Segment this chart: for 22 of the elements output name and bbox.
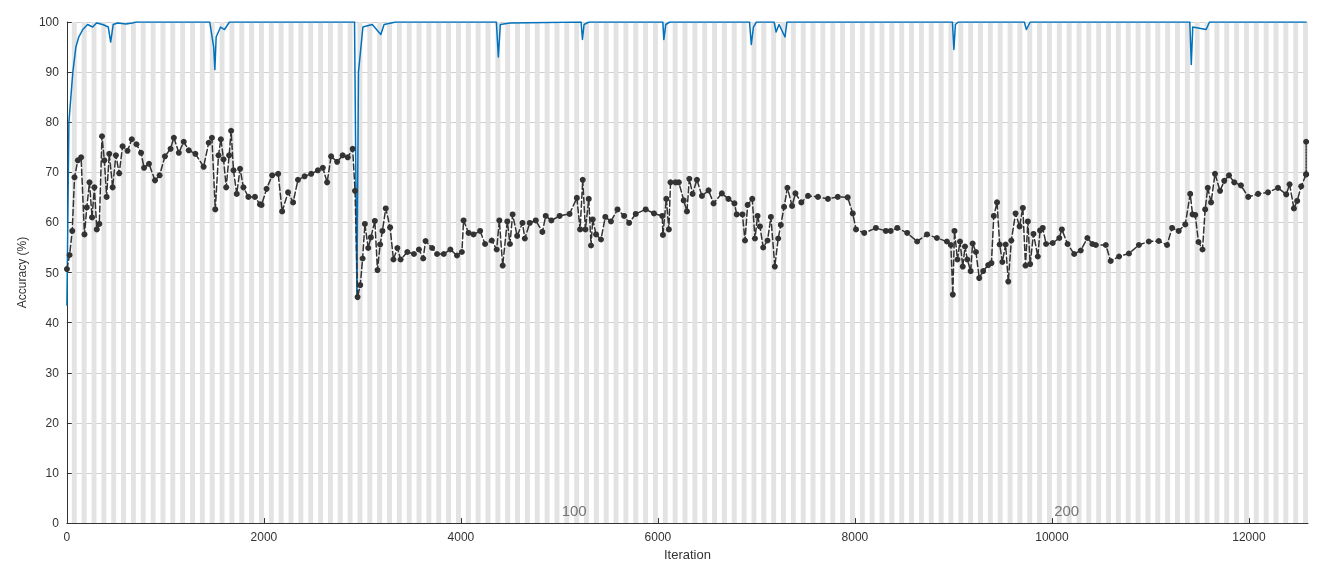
x-tick-label: 10000	[1035, 530, 1069, 545]
y-tick-label: 0	[52, 516, 60, 531]
x-tick-label: 12000	[1232, 530, 1266, 545]
x-tick-label: 2000	[250, 530, 278, 545]
y-tick-label: 20	[45, 415, 60, 430]
x-tick-label: 4000	[447, 530, 475, 545]
y-tick-label: 50	[45, 265, 60, 280]
y-tick-label: 90	[45, 65, 60, 80]
y-tick-label: 10	[45, 465, 60, 480]
x-tick-label: 8000	[841, 530, 869, 545]
x-axis-title: Iteration	[663, 547, 711, 562]
y-tick-label: 30	[45, 365, 60, 380]
y-tick-label: 60	[45, 215, 60, 230]
annotation: 200	[1054, 502, 1080, 520]
y-axis-title: Accuracy (%)	[15, 236, 29, 309]
y-tick-label: 100	[38, 15, 60, 29]
x-tick-label: 6000	[644, 530, 672, 545]
y-tick-label: 40	[45, 315, 60, 330]
y-tick-label: 80	[45, 115, 60, 130]
x-tick-label: 0	[63, 530, 71, 545]
annotation: 100	[561, 502, 587, 520]
y-tick-label: 70	[45, 165, 60, 180]
